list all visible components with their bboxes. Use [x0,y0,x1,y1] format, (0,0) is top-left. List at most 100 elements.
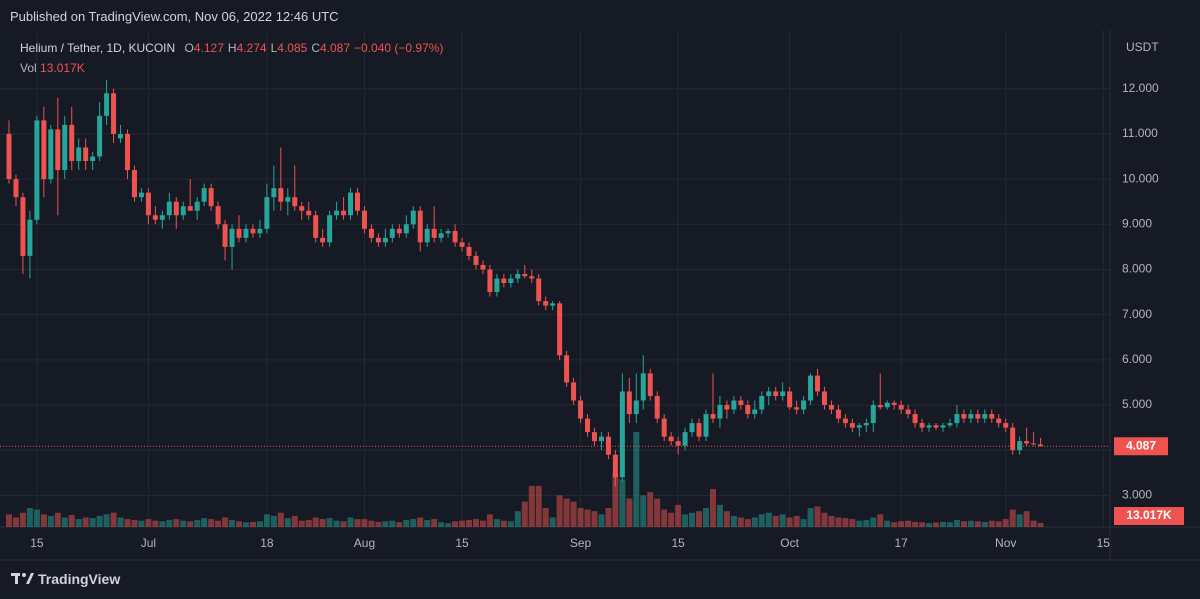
volume-bar [277,512,284,527]
candle-body [501,278,507,284]
volume-bar [500,520,507,527]
price-tag-label: 4.087 [1126,438,1156,452]
x-tick-label: 15 [1097,536,1111,550]
candle-body [731,400,737,410]
volume-bar [598,514,605,527]
y-axis-label: USDT [1126,40,1159,54]
candle-body [828,405,834,410]
volume-bar [368,520,375,527]
volume-bar [263,514,270,527]
x-tick-label: Sep [570,536,592,550]
volume-bar [47,515,54,527]
volume-bar [723,511,730,527]
candle-body [564,355,570,383]
x-tick-label: Oct [780,536,799,550]
candle-body [76,147,82,162]
volume-bar [988,520,995,527]
candle-body [954,414,960,424]
candle-body [111,93,117,134]
volume-bar [807,508,814,527]
volume-bar [556,495,563,527]
volume-bar [110,512,117,527]
volume-bar [131,520,138,527]
volume-bar [61,517,68,527]
candle-body [536,278,542,302]
candle-body [375,237,381,243]
candle-body [431,228,437,238]
volume-name: Vol [20,61,37,75]
volume-bar [479,520,486,527]
published: Published on TradingView.com, Nov 06, 20… [10,9,339,24]
volume-bar [939,521,946,527]
candle-body [940,425,946,428]
ohlc-value: 4.087 [319,41,351,55]
candle-body [243,228,249,238]
volume-bar [765,512,772,527]
candle-body [1038,444,1044,447]
candle-body [278,188,284,202]
candle-body [306,210,312,216]
candle-body [494,278,500,293]
candle-body [912,414,918,424]
candle-body [152,215,158,220]
volume-bar [138,520,145,527]
candle-body [13,179,19,198]
ohlc-label: H [227,41,237,55]
candle-body [438,233,444,238]
candle-body [215,206,221,225]
candle-body [515,273,521,279]
volume-bar [89,518,96,527]
volume-bar [215,520,222,527]
volume-bar [249,521,256,527]
ohlc-label: L [270,41,278,55]
volume-bar [751,517,758,527]
candle-body [585,418,591,433]
candle-body [124,133,130,171]
ohlc-label: C [311,41,320,55]
candle-body [368,228,374,238]
candle-body [250,228,256,234]
volume-bar [12,517,19,527]
volume-bar [856,520,863,527]
volume-bar [124,519,131,527]
candle-body [926,425,932,428]
candle-body [808,375,814,401]
volume-bar [647,492,654,527]
x-tick-label: 17 [894,536,908,550]
x-tick-label: 18 [260,536,274,550]
candle-body [1024,441,1030,444]
volume-bar [96,515,103,527]
candle-body [717,405,723,419]
volume-bar [919,522,926,527]
volume-bar [180,520,187,527]
volume-bar [6,514,12,527]
volume-bar [974,521,981,527]
volume-bar [744,519,751,527]
volume-bar [40,514,47,527]
candle-body [682,432,688,446]
candle-body [327,215,333,243]
volume-bar [779,514,786,527]
candle-body [90,156,96,162]
volume-bar [696,511,703,527]
candle-body [787,391,793,408]
volume-bar [159,521,166,527]
volume-bar [354,519,361,527]
candle-body [138,192,144,198]
volume-bar [619,479,626,527]
x-tick-label: 15 [671,536,685,550]
candle-body [745,405,751,415]
volume-bar [19,512,26,527]
candle-body [187,206,193,211]
ohlc-value: 4.127 [193,41,224,55]
volume-bar [173,519,180,527]
volume-bar [514,511,521,527]
candle-body [55,129,61,171]
candle-body [773,391,779,396]
y-tick-label: 12.000 [1122,81,1159,95]
volume-bar [117,517,124,527]
volume-bar [445,523,452,527]
y-tick-label: 8.000 [1122,262,1152,276]
volume-bar [953,520,960,527]
